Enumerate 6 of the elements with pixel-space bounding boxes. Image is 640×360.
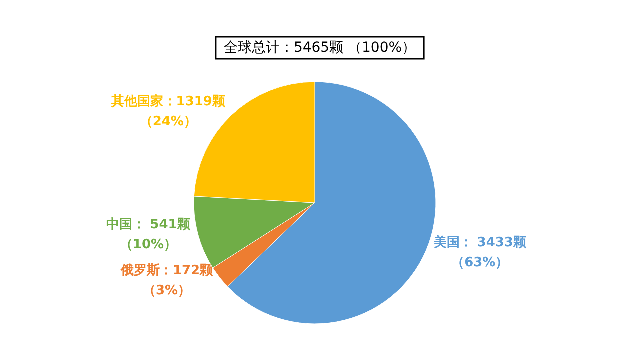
label: 俄罗斯：172颗（3%） bbox=[120, 263, 214, 298]
label: 其他国家：1319颗（24%） bbox=[111, 94, 226, 130]
title: 全球总计：5465颗 （100%） bbox=[215, 36, 425, 60]
label: 中国： 541颗（10%） bbox=[106, 217, 190, 252]
label: 美国： 3433颗（63%） bbox=[434, 235, 526, 270]
chart-title: 全球总计：5465颗 （100%） bbox=[224, 40, 416, 56]
